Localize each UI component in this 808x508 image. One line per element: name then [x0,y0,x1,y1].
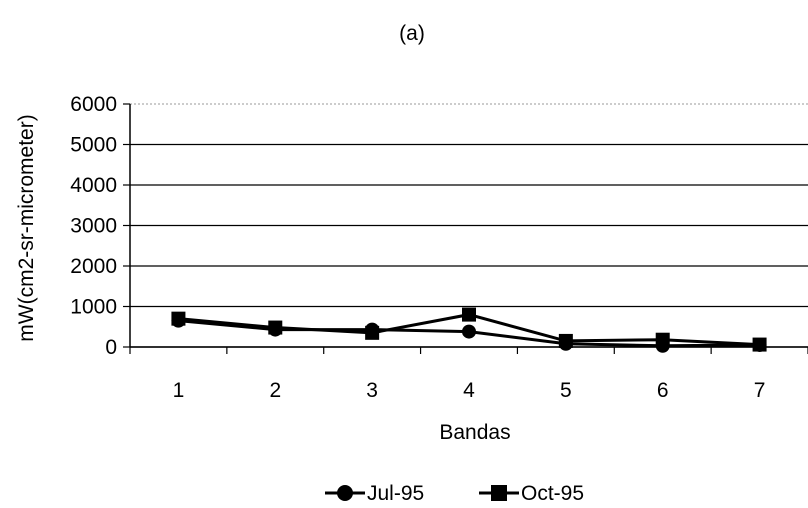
y-tick-label: 0 [105,336,117,359]
data-point [558,333,573,348]
y-tick-label: 3000 [70,215,117,238]
legend-label: Oct-95 [521,482,584,505]
circle-marker-icon [337,485,353,501]
y-tick-label: 2000 [70,255,117,278]
legend-item-jul-95: Jul-95 [325,482,424,505]
data-point [365,325,380,340]
x-tick-label: 5 [560,379,572,402]
square-marker-icon [491,485,507,501]
chart-title: (a) [399,22,425,45]
x-tick-label: 4 [463,379,475,402]
legend-item-oct-95: Oct-95 [479,482,584,505]
data-point [655,332,670,347]
data-point [268,320,283,335]
x-tick-label: 2 [269,379,281,402]
y-axis-label: mW(cm2-sr-micrometer) [15,114,38,341]
data-point [752,337,767,352]
data-point [462,307,476,322]
y-tick-label: 5000 [70,134,117,157]
y-tick-label: 1000 [70,296,117,319]
x-tick-label: 1 [173,379,185,402]
x-axis-label: Bandas [439,421,510,444]
data-point [462,324,476,339]
y-tick-labels: 0 1000 2000 3000 4000 5000 6000 [70,93,117,359]
series-oct-95 [171,307,767,352]
y-tick-label: 4000 [70,174,117,197]
x-tick-label: 7 [754,379,766,402]
legend: Jul-95 Oct-95 [325,482,584,505]
x-tick-label: 3 [366,379,378,402]
series-group [171,307,767,353]
data-point [171,311,186,326]
x-tick-label: 6 [657,379,669,402]
legend-label: Jul-95 [367,482,424,505]
y-tick-label: 6000 [70,93,117,116]
x-tick-labels: 1 2 3 4 5 6 7 [173,379,766,402]
gridlines [123,103,808,348]
